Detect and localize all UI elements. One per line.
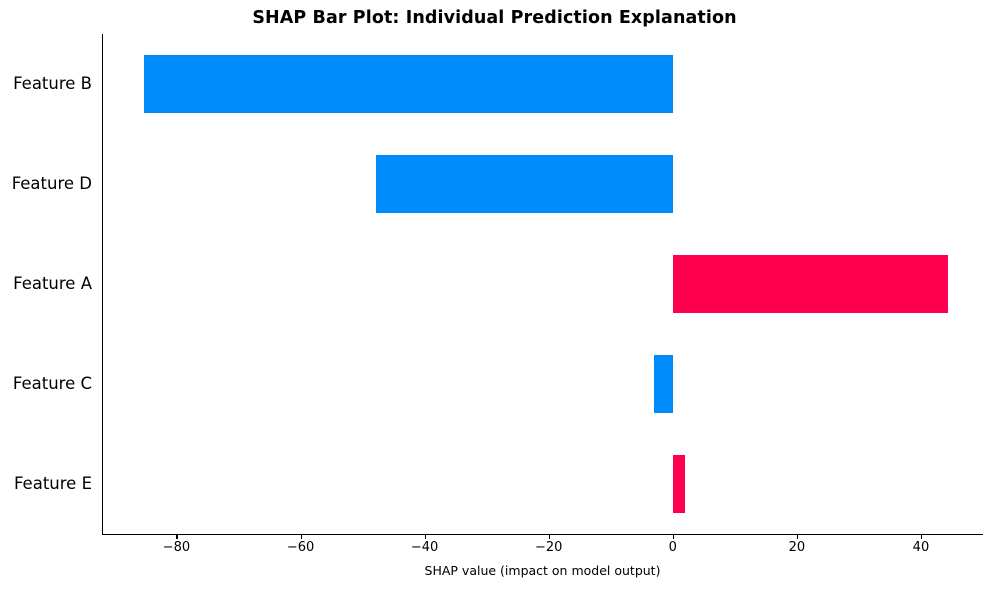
x-tick-mark — [796, 535, 799, 539]
x-axis-label: SHAP value (impact on model output) — [424, 563, 661, 578]
x-tick-mark — [920, 535, 923, 539]
bar-feature-b[interactable] — [144, 55, 673, 113]
chart-title: SHAP Bar Plot: Individual Prediction Exp… — [252, 8, 737, 28]
y-tick-label-feature-b: Feature B — [13, 73, 92, 93]
bar-row — [0, 155, 989, 213]
x-tick-label: 0 — [668, 540, 677, 555]
x-tick-label: −80 — [162, 540, 191, 555]
x-tick-label: −60 — [286, 540, 315, 555]
bar-feature-a[interactable] — [672, 255, 949, 313]
bar-row — [0, 255, 989, 313]
x-tick-mark — [424, 535, 426, 539]
x-tick-label: 20 — [788, 540, 806, 555]
x-tick-mark — [548, 535, 550, 539]
bar-feature-d[interactable] — [376, 155, 673, 213]
x-tick-mark — [176, 535, 178, 539]
bar-feature-c[interactable] — [653, 355, 673, 413]
bar-row — [0, 55, 989, 113]
bar-row — [0, 455, 989, 513]
bar-feature-e[interactable] — [672, 455, 686, 513]
y-tick-label-feature-a: Feature A — [13, 273, 92, 293]
y-tick-label-feature-c: Feature C — [12, 373, 92, 393]
x-tick-label: −20 — [534, 540, 563, 555]
x-tick-label: −40 — [410, 540, 439, 555]
x-tick-mark — [300, 535, 302, 539]
bar-row — [0, 355, 989, 413]
y-tick-label-feature-d: Feature D — [11, 173, 92, 193]
y-tick-label-feature-e: Feature E — [13, 473, 92, 493]
x-axis-spine — [102, 534, 983, 536]
x-tick-mark — [672, 535, 675, 539]
x-tick-label: 40 — [912, 540, 930, 555]
y-axis-spine — [102, 34, 104, 535]
